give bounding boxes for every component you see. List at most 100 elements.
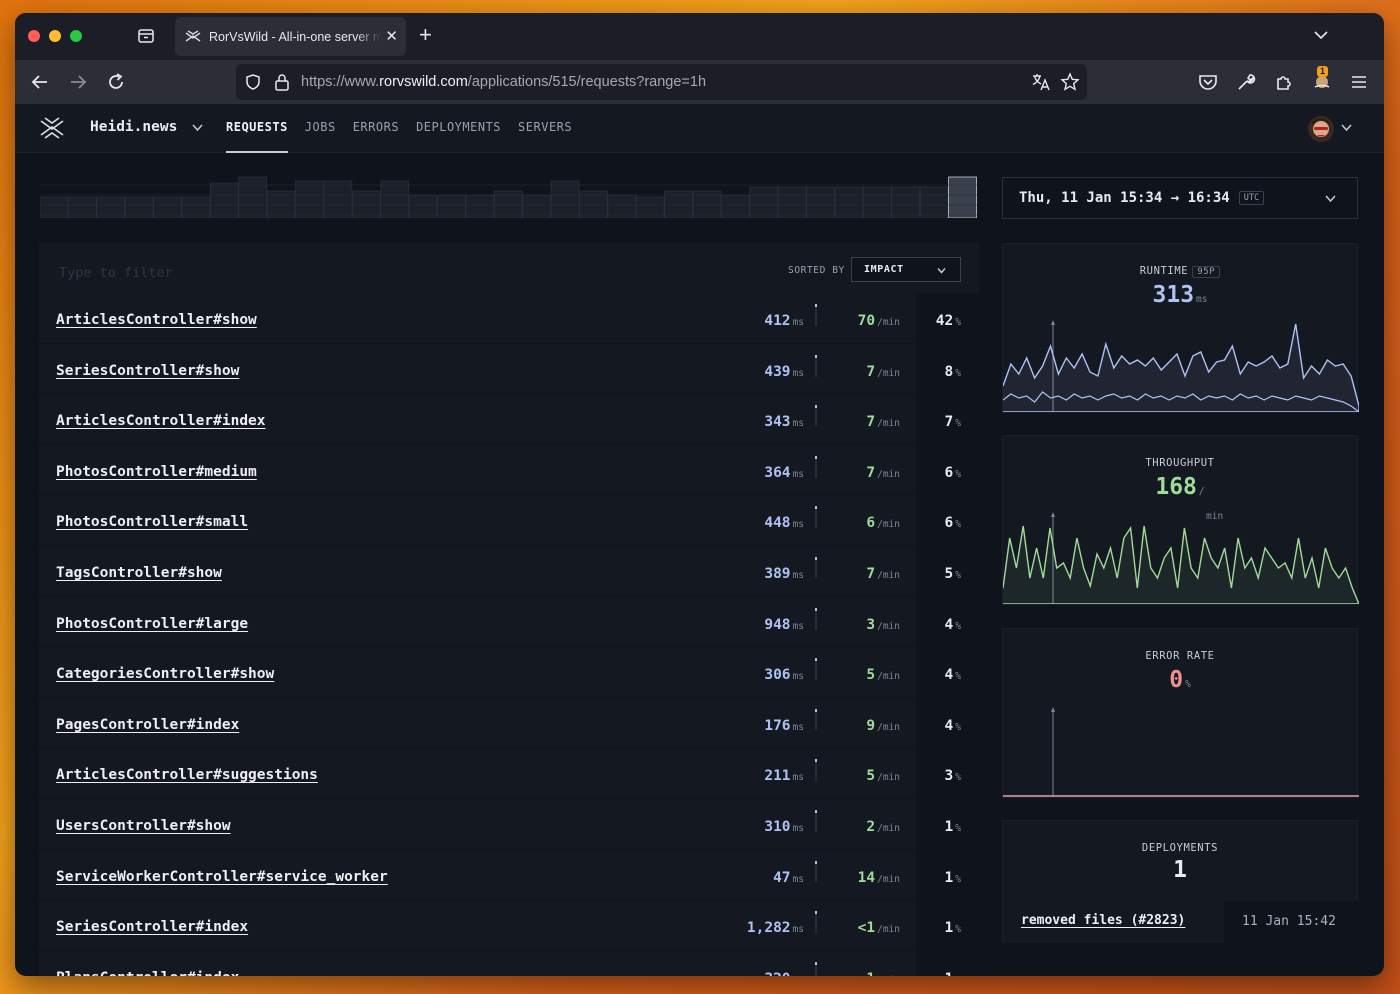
user-extension-icon[interactable] bbox=[1311, 71, 1333, 93]
new-tab-icon[interactable]: + bbox=[419, 22, 432, 47]
range-histogram[interactable] bbox=[40, 175, 977, 218]
runtime-chart bbox=[1003, 320, 1359, 412]
endpoint-link[interactable]: ArticlesController#index bbox=[56, 413, 266, 430]
nav-servers[interactable]: SERVERS bbox=[518, 120, 573, 134]
range-label: Thu, 11 Jan 15:34 → 16:34 bbox=[1019, 190, 1230, 206]
endpoint-link[interactable]: CategoriesController#show bbox=[56, 666, 275, 683]
error-rate-value: 0% bbox=[1169, 667, 1191, 693]
histogram-bar bbox=[437, 194, 466, 218]
active-tab[interactable]: RorVsWild - All-in-one server monitoring… bbox=[175, 17, 406, 56]
table-row[interactable]: PhotosController#large 948 ms 3/min 4% bbox=[39, 596, 979, 648]
chevron-down-icon[interactable] bbox=[1324, 192, 1337, 205]
histogram-bar bbox=[948, 176, 977, 218]
app-switcher[interactable]: Heidi.news bbox=[90, 119, 178, 135]
histogram-bar bbox=[295, 180, 324, 218]
filter-input[interactable] bbox=[59, 263, 359, 283]
forward-icon[interactable] bbox=[67, 71, 89, 93]
endpoint-link[interactable]: UsersController#show bbox=[56, 817, 231, 834]
runtime-cell: 343 ms bbox=[764, 414, 804, 431]
chevron-down-icon[interactable] bbox=[1340, 121, 1353, 134]
translate-icon[interactable] bbox=[1031, 72, 1051, 92]
table-row[interactable]: SeriesController#show 439 ms 7/min 8% bbox=[39, 343, 979, 395]
shield-icon[interactable] bbox=[244, 73, 262, 91]
avatar[interactable] bbox=[1308, 116, 1334, 142]
runtime-card[interactable]: RUNTIME 95P 313 ms bbox=[1002, 243, 1359, 413]
endpoint-link[interactable]: ServiceWorkerController#service_worker bbox=[56, 868, 388, 885]
deployment-link[interactable]: removed files (#2823) bbox=[1021, 913, 1186, 928]
extensions-icon[interactable] bbox=[1273, 71, 1295, 93]
address-bar[interactable]: https://www.rorvswild.com/applications/5… bbox=[236, 64, 1087, 100]
wrench-icon[interactable] bbox=[1235, 71, 1257, 93]
impact-column bbox=[916, 293, 979, 343]
histogram-bar bbox=[692, 190, 722, 218]
timezone-badge: UTC bbox=[1238, 191, 1265, 205]
deployments-card[interactable]: DEPLOYMENTS 1 removed files (#2823) 11 J… bbox=[1002, 820, 1358, 942]
tab-list-icon[interactable] bbox=[137, 27, 155, 45]
close-window-button[interactable] bbox=[28, 30, 40, 42]
extension-badge: 1 bbox=[1317, 66, 1329, 77]
pocket-icon[interactable] bbox=[1197, 71, 1219, 93]
throughput-card[interactable]: THROUGHPUT 168/ min bbox=[1002, 435, 1359, 605]
throughput-cell: 3/min bbox=[866, 616, 900, 633]
endpoint-link[interactable]: TagsController#show bbox=[56, 564, 222, 581]
table-row[interactable]: PhotosController#small 448 ms 6/min 6% bbox=[39, 495, 979, 546]
back-icon[interactable] bbox=[29, 71, 51, 93]
table-row[interactable]: ArticlesController#show 412 ms 70/min 42% bbox=[39, 293, 979, 344]
nav-errors[interactable]: ERRORS bbox=[352, 120, 400, 134]
table-row[interactable]: CategoriesController#show 306 ms 5/min 4% bbox=[39, 647, 979, 698]
range-picker[interactable]: Thu, 11 Jan 15:34 → 16:34 UTC bbox=[1002, 177, 1358, 219]
logo-icon[interactable] bbox=[39, 115, 65, 141]
deployments-value: 1 bbox=[1173, 857, 1187, 883]
impact-cell: 1% bbox=[944, 869, 961, 886]
nav-jobs[interactable]: JOBS bbox=[304, 120, 336, 134]
impact-cell: 4% bbox=[944, 717, 961, 734]
lock-icon[interactable] bbox=[274, 73, 290, 91]
table-row[interactable]: PlansController#index 320ms 1/min 1% bbox=[39, 950, 979, 976]
minimize-window-button[interactable] bbox=[49, 30, 61, 42]
table-row[interactable]: PhotosController#medium 364 ms 7/min 6% bbox=[39, 444, 979, 496]
table-row[interactable]: SeriesController#index 1,282 ms <1/min 1% bbox=[39, 900, 979, 951]
table-row[interactable]: TagsController#show 389 ms 7/min 5% bbox=[39, 545, 979, 597]
zoom-window-button[interactable] bbox=[70, 30, 82, 42]
runtime-cell: 320ms bbox=[764, 968, 804, 976]
histogram-bar bbox=[124, 196, 154, 218]
nav-requests[interactable]: REQUESTS bbox=[226, 104, 288, 153]
table-row[interactable]: ArticlesController#suggestions 211 ms 5/min… bbox=[39, 748, 979, 799]
chevron-down-icon bbox=[937, 268, 946, 274]
histogram-bar bbox=[635, 196, 665, 218]
runtime-cell: 389 ms bbox=[764, 565, 804, 582]
endpoint-link[interactable]: ArticlesController#show bbox=[56, 312, 257, 328]
error-rate-card[interactable]: ERROR RATE 0% bbox=[1002, 628, 1359, 798]
runtime-distribution bbox=[815, 658, 817, 681]
histogram-bar bbox=[40, 196, 69, 218]
table-row[interactable]: ArticlesController#index 343 ms 7/min 7% bbox=[39, 394, 979, 445]
menu-icon[interactable] bbox=[1348, 71, 1370, 93]
histogram-bar bbox=[96, 196, 126, 218]
reload-icon[interactable] bbox=[105, 71, 127, 93]
nav-deployments[interactable]: DEPLOYMENTS bbox=[416, 120, 502, 134]
close-tab-icon[interactable]: ✕ bbox=[385, 28, 398, 45]
table-row[interactable]: UsersController#show 310 ms 2/min 1% bbox=[39, 798, 979, 850]
table-row[interactable]: PagesController#index 176 ms 9/min 4% bbox=[39, 697, 979, 749]
table-row[interactable]: ServiceWorkerController#service_worker 47… bbox=[39, 849, 979, 901]
impact-column bbox=[916, 849, 979, 900]
endpoint-link[interactable]: PagesController#index bbox=[56, 716, 240, 733]
impact-column bbox=[916, 394, 979, 444]
runtime-title: RUNTIME 95P bbox=[1003, 265, 1357, 278]
endpoint-link[interactable]: PhotosController#large bbox=[56, 615, 249, 632]
endpoint-link[interactable]: PhotosController#medium bbox=[56, 463, 257, 480]
error-rate-chart bbox=[1003, 707, 1359, 797]
histogram-bar bbox=[153, 196, 182, 218]
endpoint-link[interactable]: SeriesController#show bbox=[56, 362, 240, 379]
endpoint-link[interactable]: SeriesController#index bbox=[56, 919, 249, 936]
tabs-overflow-chevron-icon[interactable] bbox=[1313, 27, 1329, 43]
url-text[interactable]: https://www.rorvswild.com/applications/5… bbox=[301, 74, 707, 90]
endpoint-link[interactable]: ArticlesController#suggestions bbox=[56, 767, 318, 784]
endpoint-link[interactable]: PhotosController#small bbox=[56, 514, 249, 531]
sort-select[interactable]: IMPACT bbox=[851, 257, 961, 282]
impact-cell: 4% bbox=[944, 667, 961, 684]
chevron-down-icon[interactable] bbox=[191, 121, 204, 134]
star-icon[interactable] bbox=[1060, 72, 1080, 92]
endpoint-link[interactable]: PlansController#index bbox=[56, 970, 239, 976]
throughput-cell: 6/min bbox=[866, 515, 900, 532]
